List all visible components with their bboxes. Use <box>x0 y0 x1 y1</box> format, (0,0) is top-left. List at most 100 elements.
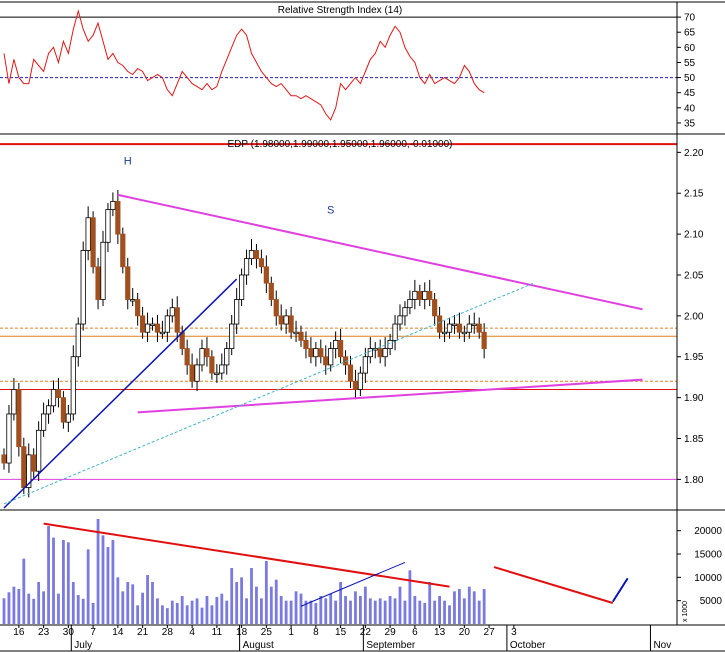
volume-bar <box>81 598 85 624</box>
candle-body <box>347 364 354 382</box>
price-tick-label: 2.20 <box>684 148 704 159</box>
candle-body <box>229 323 235 349</box>
candle-body <box>362 356 368 374</box>
volume-bar <box>433 600 437 624</box>
candle-body <box>313 348 319 358</box>
candle-body <box>70 356 76 415</box>
candle-body <box>471 323 477 326</box>
x-tick-label: 4 <box>189 627 195 638</box>
volume-bar <box>175 603 179 624</box>
candle-body <box>337 339 344 358</box>
candle-body <box>278 315 284 325</box>
volume-bar <box>161 605 164 624</box>
x-tick-label: 30 <box>63 627 75 638</box>
candle-body <box>392 323 398 341</box>
candle-body <box>283 315 289 325</box>
volume-bar <box>7 592 11 624</box>
volume-bar <box>294 591 298 624</box>
candle-body <box>75 323 81 358</box>
volume-bar <box>66 542 70 624</box>
volume-bar <box>42 591 45 624</box>
price-panel: H S EDP (1.98000,1.99000,1.95000,1.96000,… <box>0 139 704 509</box>
candle-body <box>159 331 165 335</box>
candle-body <box>397 315 403 325</box>
candle-body <box>303 339 309 349</box>
volume-bar <box>27 593 31 624</box>
volume-bar <box>230 568 234 624</box>
candle-body <box>194 364 200 382</box>
volume-trendline <box>493 566 614 604</box>
price-tick-label: 2.00 <box>684 311 704 322</box>
rsi-tick-label: 55 <box>684 58 696 69</box>
volume-bar <box>136 605 140 624</box>
rsi-tick-label: 60 <box>684 43 696 54</box>
candle-body <box>456 323 463 333</box>
x-tick-label: 21 <box>137 627 149 638</box>
candle-body <box>214 372 220 375</box>
candle-body <box>481 331 487 349</box>
x-axis: 16 23 30 7 14 21 28 4 11 18 25 1 8 15 22 29 6 13 20 27 3 Jul… <box>13 625 671 651</box>
x-tick-label: 16 <box>13 627 25 638</box>
volume-bar <box>52 537 55 624</box>
volume-bar <box>250 568 253 624</box>
volume-bar <box>2 598 6 624</box>
candle-body <box>80 250 86 325</box>
volume-bar <box>131 584 135 624</box>
candle-body <box>144 323 151 333</box>
volume-bar <box>324 598 328 624</box>
month-label: October <box>510 640 546 651</box>
volume-bar <box>289 600 293 624</box>
candle-body <box>65 413 71 423</box>
rsi-tick-label: 70 <box>684 13 696 24</box>
candle-body <box>412 290 418 300</box>
volume-bar <box>403 600 407 624</box>
candle-body <box>85 217 91 251</box>
volume-bar <box>215 596 219 624</box>
candle-body <box>432 299 438 317</box>
volume-bar <box>467 586 471 624</box>
volume-bar <box>428 582 432 624</box>
candle-body <box>308 348 314 358</box>
volume-bar <box>443 600 446 624</box>
volume-bar <box>106 547 110 624</box>
candle-body <box>115 201 121 235</box>
price-tick-label: 2.15 <box>684 189 704 200</box>
candle-body <box>125 266 131 300</box>
candle-body <box>387 339 393 349</box>
x-tick-label: 29 <box>385 627 397 638</box>
price-tick-label: 1.80 <box>684 475 704 486</box>
volume-bar <box>319 596 323 624</box>
volume-bar <box>180 596 184 624</box>
price-trendline <box>3 278 238 509</box>
candle-body <box>293 331 299 335</box>
x-tick-label: 3 <box>511 627 517 638</box>
candle-body <box>441 331 448 335</box>
volume-bar <box>111 540 115 624</box>
candle-body <box>11 389 17 415</box>
volume-bar <box>284 600 288 624</box>
candle-body <box>204 348 210 358</box>
volume-trendline <box>612 577 629 603</box>
candle-body <box>174 307 180 333</box>
rsi-line <box>3 9 485 121</box>
candle-body <box>209 356 215 374</box>
volume-bar <box>47 526 50 624</box>
volume-bar <box>185 605 189 624</box>
volume-bar <box>363 586 367 624</box>
candle-body <box>243 258 250 276</box>
x-tick-label: 11 <box>212 627 223 638</box>
volume-bar <box>368 598 372 624</box>
candle-body <box>407 299 413 309</box>
candle-body <box>105 209 111 243</box>
candle-body <box>318 348 324 358</box>
candle-body <box>234 299 240 325</box>
x-tick-label: 18 <box>236 627 248 638</box>
volume-bar <box>146 575 149 624</box>
price-tick-label: 1.95 <box>684 352 704 363</box>
price-trendline <box>3 282 534 505</box>
candle-body <box>36 429 42 472</box>
volume-trendline <box>43 522 450 588</box>
candle-body <box>149 323 156 326</box>
candle-body <box>328 348 334 366</box>
